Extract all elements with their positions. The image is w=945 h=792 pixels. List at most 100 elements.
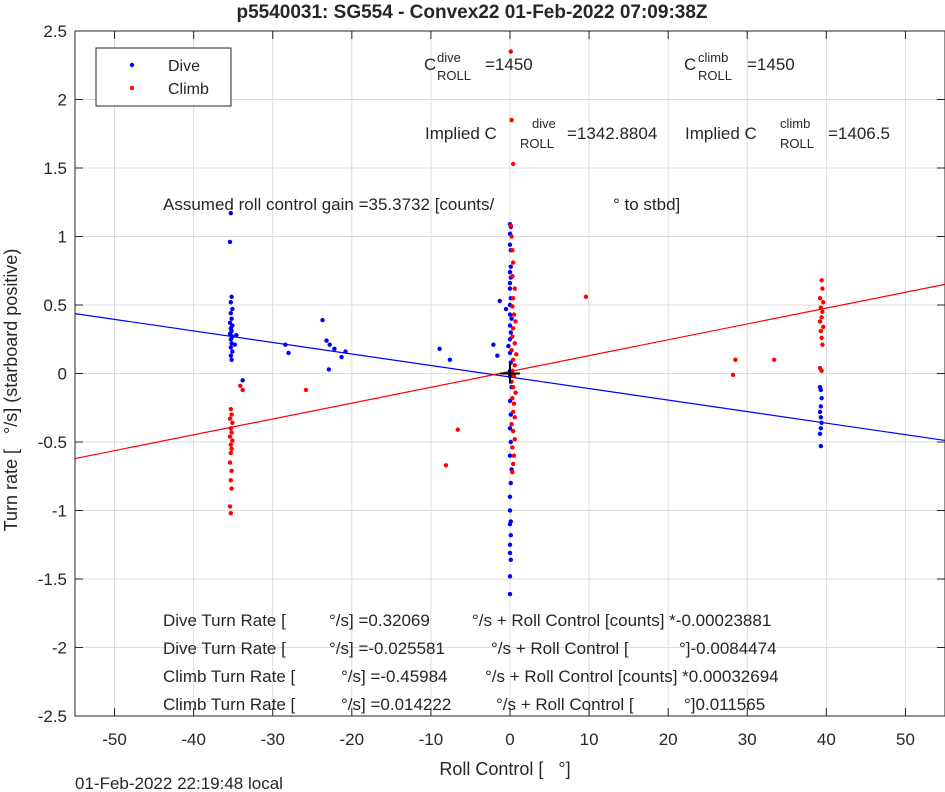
dive-point xyxy=(234,332,239,338)
c-roll-climb-sup: climb xyxy=(698,50,728,65)
legend-box xyxy=(95,47,232,107)
dive-point xyxy=(507,522,513,527)
data-points xyxy=(227,49,826,597)
x-tick-label: 30 xyxy=(738,730,757,749)
c-roll-dive-sub: ROLL xyxy=(437,68,471,83)
x-tick-labels: -50 -40 -30 -20 -10 0 10 20 30 40 50 xyxy=(102,730,915,749)
dive-point xyxy=(232,342,237,347)
dive-point xyxy=(507,494,513,499)
climb-point xyxy=(817,295,823,301)
climb-point xyxy=(510,274,515,279)
equation-4-part-4: °]0.011565 xyxy=(684,695,765,714)
climb-point xyxy=(510,409,516,415)
dive-point xyxy=(228,311,234,316)
y-tick-label: -2.5 xyxy=(38,707,67,726)
c-roll-dive-value: =1450 xyxy=(485,55,533,74)
dive-point xyxy=(817,409,823,415)
climb-point xyxy=(228,450,234,456)
climb-point xyxy=(229,486,234,491)
climb-point xyxy=(240,387,245,393)
dive-point xyxy=(507,280,513,286)
dive-point xyxy=(228,300,234,305)
climb-point xyxy=(818,328,824,334)
climb-point xyxy=(510,445,515,450)
y-tick-label: -0.5 xyxy=(38,433,67,452)
dive-point xyxy=(229,357,234,362)
implied-climb-value: =1406.5 xyxy=(828,124,890,143)
dive-point xyxy=(818,443,824,449)
equation-1-part-2: °/s] =0.32069 xyxy=(329,611,430,630)
climb-point xyxy=(510,469,515,475)
dive-point xyxy=(437,346,442,352)
equation-4-part-1: Climb Turn Rate [ xyxy=(163,695,296,714)
c-roll-dive-annotation: C dive ROLL =1450 xyxy=(424,50,533,83)
c-roll-dive-sup: dive xyxy=(437,50,461,65)
equation-2-part-1: Dive Turn Rate [ xyxy=(163,639,286,658)
climb-point xyxy=(514,352,519,357)
climb-point xyxy=(510,385,516,390)
x-tick-label: 0 xyxy=(505,730,514,749)
climb-point xyxy=(510,161,516,167)
y-tick-label: 0 xyxy=(58,365,67,384)
equation-2-part-3: °/s + Roll Control [ xyxy=(491,639,629,658)
climb-point xyxy=(513,319,518,324)
equation-2-part-2: °/s] =-0.025581 xyxy=(329,639,445,658)
legend-climb-label: Climb xyxy=(168,81,209,98)
dive-point xyxy=(339,354,344,360)
equation-2-part-4: °]-0.0084474 xyxy=(679,639,777,658)
climb-point xyxy=(510,428,516,434)
climb-point xyxy=(238,383,243,389)
climb-point xyxy=(230,438,235,443)
series-climb xyxy=(227,49,826,516)
climb-point xyxy=(512,286,517,291)
climb-point xyxy=(820,342,825,347)
implied-dive-prefix: Implied C xyxy=(425,124,497,143)
y-tick-label: 2 xyxy=(58,91,67,110)
climb-point xyxy=(303,387,309,393)
climb-point xyxy=(512,341,517,346)
dive-point xyxy=(507,550,513,556)
dive-point xyxy=(228,337,234,342)
c-roll-climb-value: =1450 xyxy=(747,55,795,74)
climb-point xyxy=(511,401,517,406)
dive-point xyxy=(327,342,332,347)
y-tick-label: 2.5 xyxy=(43,22,67,41)
climb-point xyxy=(227,504,233,509)
climb-point xyxy=(509,348,514,353)
dive-point xyxy=(324,338,329,343)
climb-point xyxy=(512,437,517,442)
climb-point xyxy=(821,300,826,305)
climb-point xyxy=(511,312,517,317)
climb-point xyxy=(819,315,824,320)
dive-point xyxy=(240,378,245,383)
dive-point xyxy=(229,316,234,321)
climb-point xyxy=(819,335,824,341)
center-marker xyxy=(500,363,520,384)
gain-text-part-1: Assumed roll control gain =35.3732 [coun… xyxy=(163,195,495,214)
climb-point xyxy=(510,260,516,265)
implied-dive-sup: dive xyxy=(532,116,556,131)
c-roll-climb-sub: ROLL xyxy=(698,68,732,83)
gain-text-part-2: ° to stbd] xyxy=(613,195,680,214)
dive-point xyxy=(819,420,824,426)
dive-point xyxy=(508,439,513,445)
dive-point xyxy=(227,239,233,245)
dive-point xyxy=(507,508,513,513)
implied-climb-sup: climb xyxy=(780,116,810,131)
dive-point xyxy=(228,345,234,350)
dive-point xyxy=(286,350,291,356)
climb-point xyxy=(510,304,515,309)
equation-dive-degrees: Dive Turn Rate [ °/s] =-0.025581 °/s + R… xyxy=(163,639,777,658)
climb-point xyxy=(509,421,514,427)
dive-point xyxy=(507,323,513,328)
x-tick-label: -10 xyxy=(419,730,444,749)
equation-4-part-2: °/s] =0.014222 xyxy=(341,695,451,714)
climb-point xyxy=(228,442,234,447)
implied-climb-annotation: Implied C climb ROLL =1406.5 xyxy=(685,116,890,151)
climb-point xyxy=(820,286,825,291)
equation-1-part-3: °/s + Roll Control [counts] *-0.00023881 xyxy=(472,611,771,630)
climb-point xyxy=(228,426,234,431)
climb-point xyxy=(730,372,736,378)
climb-point xyxy=(227,434,233,439)
